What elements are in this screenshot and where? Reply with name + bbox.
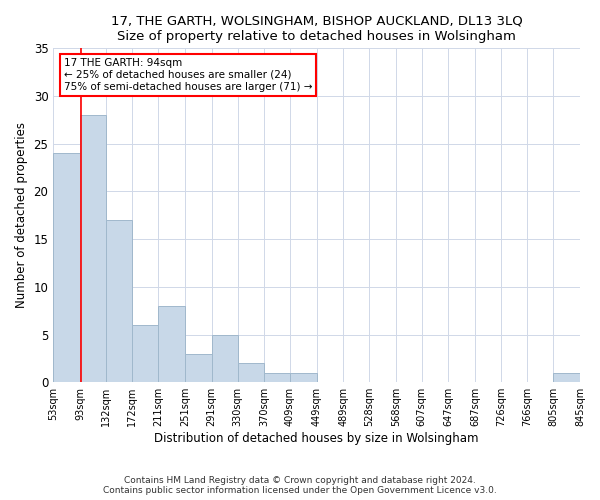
Bar <box>133 325 158 382</box>
Bar <box>53 154 80 382</box>
Bar <box>80 115 106 382</box>
Y-axis label: Number of detached properties: Number of detached properties <box>15 122 28 308</box>
Bar <box>158 306 185 382</box>
Bar <box>185 354 212 382</box>
Title: 17, THE GARTH, WOLSINGHAM, BISHOP AUCKLAND, DL13 3LQ
Size of property relative t: 17, THE GARTH, WOLSINGHAM, BISHOP AUCKLA… <box>111 15 523 43</box>
Bar <box>264 372 290 382</box>
Text: Contains HM Land Registry data © Crown copyright and database right 2024.
Contai: Contains HM Land Registry data © Crown c… <box>103 476 497 495</box>
Bar <box>238 363 264 382</box>
Bar <box>553 372 580 382</box>
X-axis label: Distribution of detached houses by size in Wolsingham: Distribution of detached houses by size … <box>154 432 479 445</box>
Bar <box>290 372 317 382</box>
Bar <box>212 334 238 382</box>
Text: 17 THE GARTH: 94sqm
← 25% of detached houses are smaller (24)
75% of semi-detach: 17 THE GARTH: 94sqm ← 25% of detached ho… <box>64 58 313 92</box>
Bar <box>106 220 133 382</box>
